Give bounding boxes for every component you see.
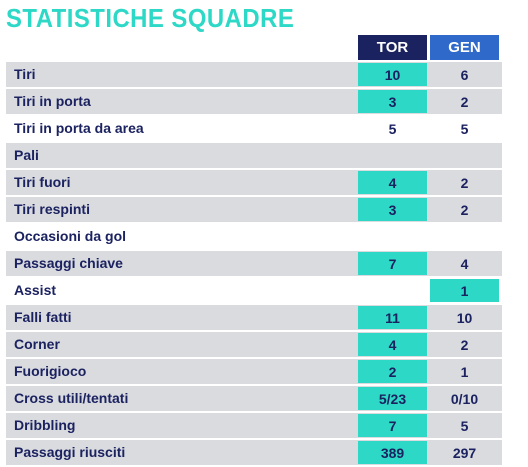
stat-value-home: 4: [358, 171, 427, 194]
stat-row: Pali: [6, 143, 502, 168]
stat-label: Occasioni da gol: [14, 228, 127, 244]
stat-value-away: [430, 144, 499, 167]
stat-value-home: 3: [358, 198, 427, 221]
stat-label: Passaggi chiave: [14, 255, 123, 271]
stat-value-home: 5: [388, 120, 397, 137]
page-title: STATISTICHE SQUADRE: [6, 3, 295, 33]
stat-row: Tiri in porta 3 2: [6, 89, 502, 114]
stat-value-home: 4: [358, 333, 427, 356]
stat-row: Tiri respinti 3 2: [6, 197, 502, 222]
stat-value-away: 1: [430, 279, 499, 302]
stat-row: Falli fatti 11 10: [6, 305, 502, 330]
stat-value-home: 2: [358, 360, 427, 383]
stat-label: Tiri respinti: [14, 201, 90, 217]
stat-value-away: 5: [460, 120, 469, 137]
stat-row: Passaggi chiave 7 4: [6, 251, 502, 276]
stat-value-home: 10: [358, 63, 427, 86]
stat-value-away: 10: [456, 309, 473, 326]
stat-label: Dribbling: [14, 417, 76, 433]
stat-value-away: 2: [460, 336, 469, 353]
stat-value-away: 297: [452, 444, 477, 461]
stat-value-home: [358, 225, 427, 248]
stat-label: Tiri in porta: [14, 93, 91, 109]
stat-label: Corner: [14, 336, 60, 352]
stats-table: Tiri 10 6 Tiri in porta 3 2 Tiri in porta da a…: [6, 62, 502, 467]
stat-value-away: 1: [460, 363, 469, 380]
stat-value-away: 4: [460, 255, 469, 272]
stat-value-away: [430, 225, 499, 248]
stat-label: Pali: [14, 147, 39, 163]
stat-row: Tiri in porta da area 5 5: [6, 116, 502, 141]
stat-value-away: 2: [460, 201, 469, 218]
column-header-away: GEN: [430, 35, 499, 60]
stat-label: Tiri fuori: [14, 174, 71, 190]
stat-label: Passaggi riusciti: [14, 444, 126, 460]
stat-label: Falli fatti: [14, 309, 72, 325]
stat-value-away: 2: [460, 93, 469, 110]
stat-row: Tiri fuori 4 2: [6, 170, 502, 195]
stat-row: Assist 1: [6, 278, 502, 303]
stat-label: Cross utili/tentati: [14, 390, 129, 406]
stat-value-away: 6: [460, 66, 469, 83]
stat-row: Occasioni da gol: [6, 224, 502, 249]
stat-label: Tiri: [14, 66, 36, 82]
stat-row: Tiri 10 6: [6, 62, 502, 87]
stat-value-home: 11: [358, 306, 427, 329]
stat-value-home: [358, 279, 427, 302]
stat-value-away: 5: [460, 417, 469, 434]
column-header-home: TOR: [358, 35, 427, 60]
stat-row: Cross utili/tentati 5/23 0/10: [6, 386, 502, 411]
stat-value-home: [358, 144, 427, 167]
stat-value-home: 389: [358, 441, 427, 464]
stat-value-home: 5/23: [358, 387, 427, 410]
stat-row: Dribbling 7 5: [6, 413, 502, 438]
stat-value-home: 3: [358, 90, 427, 113]
stat-value-home: 7: [358, 414, 427, 437]
stat-row: Corner 4 2: [6, 332, 502, 357]
stat-row: Passaggi riusciti 389 297: [6, 440, 502, 465]
stat-value-away: 2: [460, 174, 469, 191]
stat-value-home: 7: [358, 252, 427, 275]
stat-label: Fuorigioco: [14, 363, 87, 379]
stat-label: Tiri in porta da area: [14, 120, 144, 136]
stat-label: Assist: [14, 282, 57, 298]
stat-row: Fuorigioco 2 1: [6, 359, 502, 384]
stat-value-away: 0/10: [450, 390, 479, 407]
